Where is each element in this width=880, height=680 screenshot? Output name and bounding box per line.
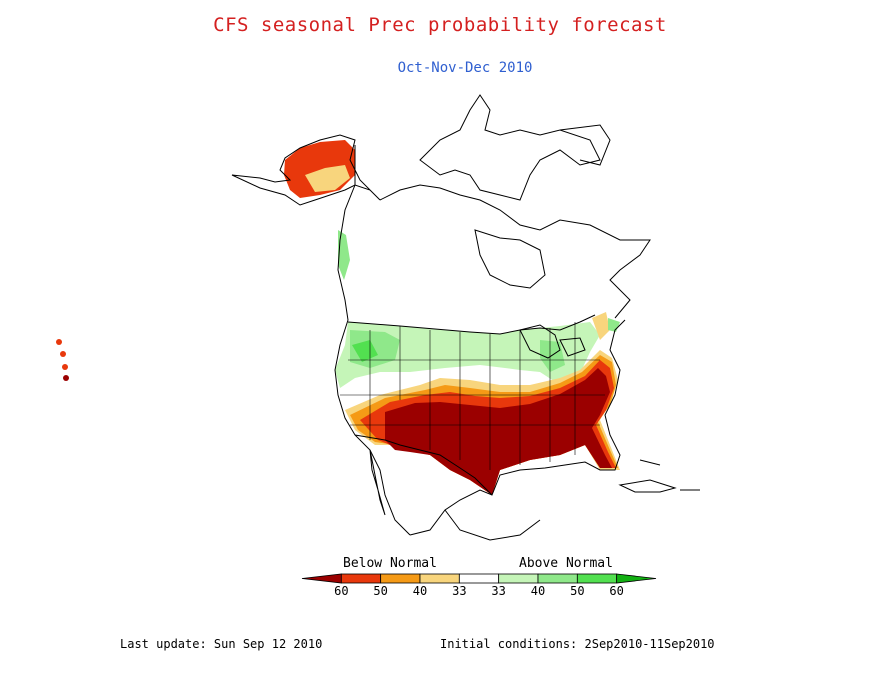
midwest-above-normal-50: [540, 340, 565, 372]
geographic-outlines: [231, 94, 700, 541]
baja: [369, 449, 386, 516]
northern-us-above-normal: [335, 322, 600, 388]
bc-coast-above-normal: [338, 230, 350, 280]
legend-tick-label: 33: [452, 584, 467, 598]
last-update-text: Last update: Sun Sep 12 2010: [120, 637, 323, 651]
legend-tick-label: 40: [412, 584, 428, 598]
legend-tick-label: 33: [491, 584, 506, 598]
legend-color-swatch: [576, 573, 618, 584]
legend-tick-label: 50: [373, 584, 388, 598]
legend-color-swatch: [537, 573, 578, 584]
west-coast: [334, 184, 411, 536]
legend-below-normal-label: Below Normal: [343, 556, 437, 571]
hawaii-dot: [56, 339, 62, 345]
probability-shading: [56, 140, 620, 495]
great-lakes: [519, 324, 586, 359]
hawaii-dot: [62, 364, 68, 370]
legend-above-normal-label: Above Normal: [519, 556, 613, 571]
legend-color-swatch: [498, 573, 539, 584]
legend-color-swatch: [380, 573, 421, 584]
hudson-bay: [474, 229, 546, 289]
arctic-islands: [419, 94, 601, 201]
mexico-south: [444, 509, 541, 541]
legend-color-swatch: [340, 573, 382, 584]
northwest-above-normal-60: [352, 340, 378, 362]
alaska-below-normal-light: [305, 165, 350, 192]
gulf-coast: [409, 319, 626, 536]
legend-color-swatch: [458, 573, 500, 584]
us-mexico-border: [354, 434, 493, 496]
legend-color-swatch: [616, 573, 657, 584]
initial-conditions-text: Initial conditions: 2Sep2010-11Sep2010: [440, 637, 715, 651]
southern-us-below-normal-60: [385, 368, 612, 495]
map-subtitle: Oct-Nov-Dec 2010: [397, 60, 533, 76]
map-title: CFS seasonal Prec probability forecast: [213, 14, 667, 36]
greenland-coast: [559, 124, 611, 166]
legend-tick-label: 60: [334, 584, 349, 598]
legend-colorbar: [301, 573, 657, 584]
legend-color-swatch: [419, 573, 460, 584]
canada-north-coast: [379, 184, 651, 319]
new-england-below-normal: [592, 312, 610, 340]
hawaii-dot: [60, 351, 66, 357]
cuba: [618, 479, 677, 493]
maine-above-normal: [608, 318, 620, 332]
legend-tick-label: 40: [530, 584, 546, 598]
hawaii-dot: [63, 375, 69, 381]
legend-tick-label: 50: [570, 584, 585, 598]
legend-tick-label: 60: [609, 584, 624, 598]
legend-color-swatch: [301, 573, 342, 584]
state-lines: [340, 322, 605, 470]
caribbean-islands: [639, 459, 700, 491]
